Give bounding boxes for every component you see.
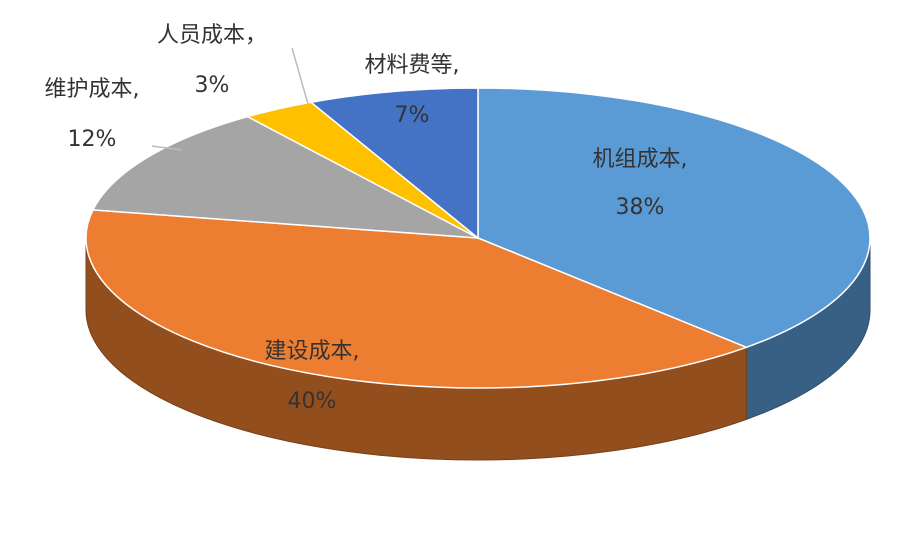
category-label: 维护成本, <box>45 77 140 102</box>
slice <box>309 87 479 240</box>
leader-line <box>291 47 309 105</box>
value-label: 3% <box>195 73 230 98</box>
pie-tops <box>85 87 871 389</box>
category-label: 人员成本， <box>157 23 267 48</box>
value-label: 40% <box>288 389 337 414</box>
slice <box>91 115 479 239</box>
leader-line <box>151 145 183 151</box>
value-label: 12% <box>68 127 117 152</box>
slice <box>85 209 749 389</box>
labels: 机组成本, 38% 建设成本, 40% 维护成本, 12% 人员成本， 3% 材料费等, 7% <box>45 23 688 414</box>
category-label: 建设成本, <box>265 339 360 364</box>
category-label: 机组成本, <box>593 147 688 172</box>
value-label: 7% <box>395 103 430 128</box>
value-label: 38% <box>616 195 665 220</box>
category-label: 材料费等, <box>365 53 460 78</box>
slice <box>477 87 871 349</box>
